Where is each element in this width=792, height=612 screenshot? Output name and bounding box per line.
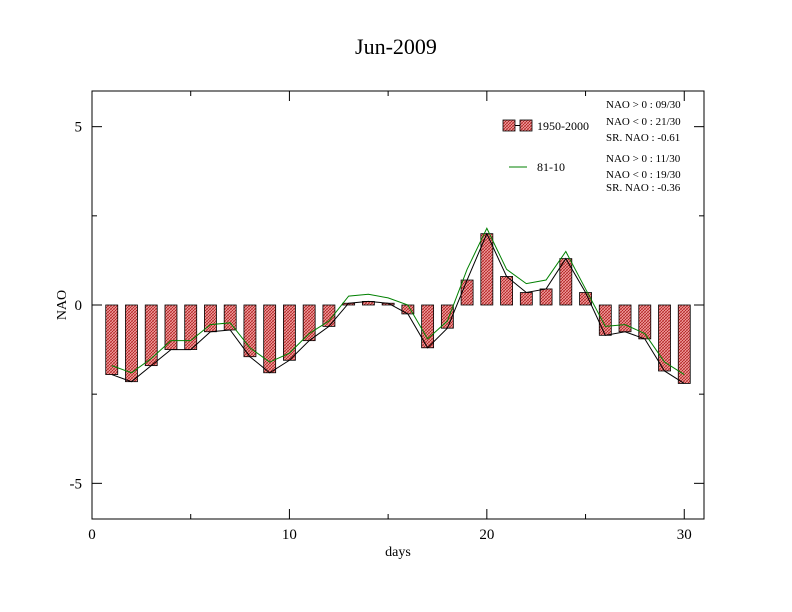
bar [184, 304, 198, 350]
bar [283, 304, 296, 361]
bar [164, 304, 178, 350]
bar [302, 304, 316, 342]
legend-bar-stat-1: NAO > 0 : 09/30 [606, 99, 681, 111]
x-axis-label: days [385, 545, 411, 560]
axis-ticks: 0 10 20 30 -5 0 5 [70, 91, 704, 543]
line-1950-2000 [111, 232, 685, 384]
legend-line-stat-1: NAO > 0 : 11/30 [606, 153, 681, 165]
bar [519, 292, 533, 306]
bar [223, 304, 237, 331]
legend-bar-label: 1950-2000 [537, 119, 589, 133]
line-series [111, 227, 685, 384]
chart-title: Jun-2009 [355, 34, 437, 59]
bar [460, 279, 474, 306]
legend: 1950-2000 81-10 NAO > 0 : 09/30 NAO < 0 … [502, 99, 681, 194]
bar [144, 304, 158, 367]
legend-line-label: 81-10 [537, 160, 565, 174]
bar [598, 304, 612, 336]
line-81-10 [111, 227, 685, 375]
x-tick-label: 10 [282, 527, 297, 543]
legend-line-stat-3: SR. NAO : -0.36 [606, 182, 681, 194]
bar [243, 304, 257, 358]
legend-bar-swatch-left [502, 119, 516, 132]
bar [539, 288, 553, 306]
bar [658, 304, 671, 372]
y-tick-label: 5 [75, 120, 83, 136]
y-tick-label: 0 [75, 298, 83, 314]
x-tick-label: 20 [479, 527, 494, 543]
legend-bar-stat-2: NAO < 0 : 21/30 [606, 116, 681, 128]
legend-bar-stat-3: SR. NAO : -0.61 [606, 132, 680, 144]
y-tick-label: -5 [70, 476, 83, 492]
legend-bar-swatch-right [519, 119, 533, 132]
x-tick-label: 30 [677, 527, 692, 543]
bar [105, 304, 119, 375]
legend-line-stat-2: NAO < 0 : 19/30 [606, 169, 681, 181]
bar [500, 276, 513, 306]
bar [618, 304, 632, 333]
bar [579, 292, 592, 306]
x-tick-label: 0 [88, 527, 96, 543]
y-axis-label: NAO [55, 290, 70, 320]
